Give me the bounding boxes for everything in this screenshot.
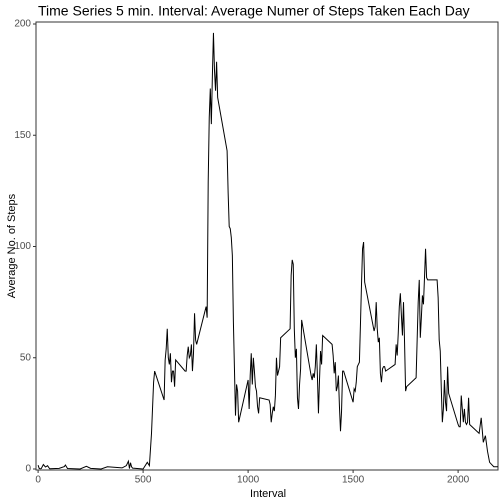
data-line	[37, 32, 498, 470]
x-tick-label: 1500	[342, 475, 365, 486]
chart-title: Time Series 5 min. Interval: Average Num…	[38, 3, 470, 19]
x-tick-label: 2000	[447, 475, 470, 486]
y-tick-label: 100	[14, 241, 31, 252]
x-tick-label: 500	[135, 475, 152, 486]
y-tick-label: 200	[14, 19, 31, 30]
y-tick-label: 50	[20, 352, 32, 363]
x-tick-label: 0	[35, 475, 41, 486]
x-axis-title: Interval	[250, 488, 286, 500]
x-tick-label: 1000	[237, 475, 260, 486]
y-tick-label: 0	[25, 464, 31, 475]
y-axis-title: Average No. of Steps	[6, 193, 18, 298]
y-tick-label: 150	[14, 130, 31, 141]
